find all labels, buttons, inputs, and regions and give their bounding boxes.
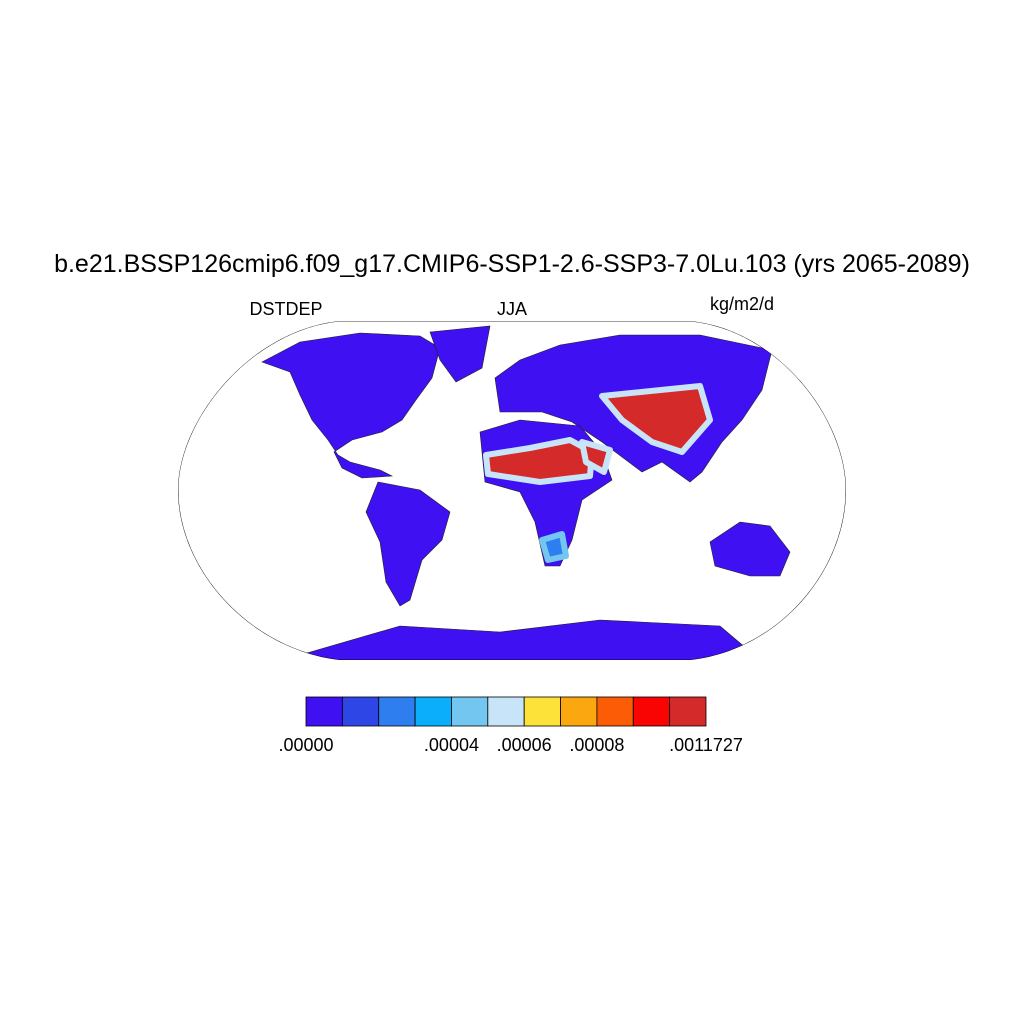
colorbar-label: .00006	[497, 735, 552, 755]
colorbar-label: .00000	[278, 735, 333, 755]
colorbar-box	[523, 696, 561, 727]
title: b.e21.BSSP126cmip6.f09_g17.CMIP6-SSP1-2.…	[54, 250, 970, 278]
colorbar-box	[487, 696, 525, 727]
southern-africa-dust	[539, 531, 569, 563]
variable-label: DSTDEP	[249, 299, 322, 319]
australia	[709, 521, 791, 577]
central-asia-dust	[599, 383, 713, 455]
colorbar-label: .00004	[424, 735, 479, 755]
colorbar-box	[414, 696, 452, 727]
colorbar-box	[596, 696, 634, 727]
colorbar-box	[305, 696, 343, 727]
units-label: kg/m2/d	[710, 294, 774, 314]
colorbar-box	[378, 696, 416, 727]
antarctica	[299, 619, 761, 660]
greenland	[429, 325, 491, 383]
season-label: JJA	[497, 299, 527, 319]
arabia-dust	[579, 439, 613, 475]
colorbar-box	[451, 696, 489, 727]
colorbar-box	[560, 696, 598, 727]
colorbar-box	[632, 696, 671, 727]
colorbar-box	[341, 696, 380, 727]
south-america	[365, 481, 451, 607]
colorbar-label: .0011727	[669, 735, 743, 755]
colorbar-label: .00008	[569, 735, 624, 755]
map	[178, 321, 846, 660]
colorbar: .00000 .00004 .00006 .00008 .0011727	[278, 696, 743, 755]
colorbar-box	[669, 696, 707, 727]
north-america	[261, 332, 441, 479]
